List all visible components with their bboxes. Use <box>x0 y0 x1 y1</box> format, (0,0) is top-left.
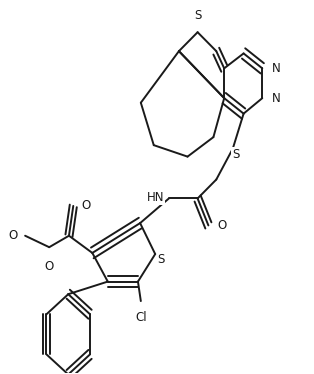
Text: S: S <box>157 253 165 266</box>
Text: S: S <box>194 9 201 22</box>
Text: O: O <box>81 199 90 212</box>
Text: HN: HN <box>147 191 165 204</box>
Text: S: S <box>232 148 239 161</box>
Text: O: O <box>217 219 227 232</box>
Text: O: O <box>45 260 54 273</box>
Text: O: O <box>9 229 18 242</box>
Text: Cl: Cl <box>135 312 147 324</box>
Text: N: N <box>272 62 281 75</box>
Text: N: N <box>272 92 281 105</box>
